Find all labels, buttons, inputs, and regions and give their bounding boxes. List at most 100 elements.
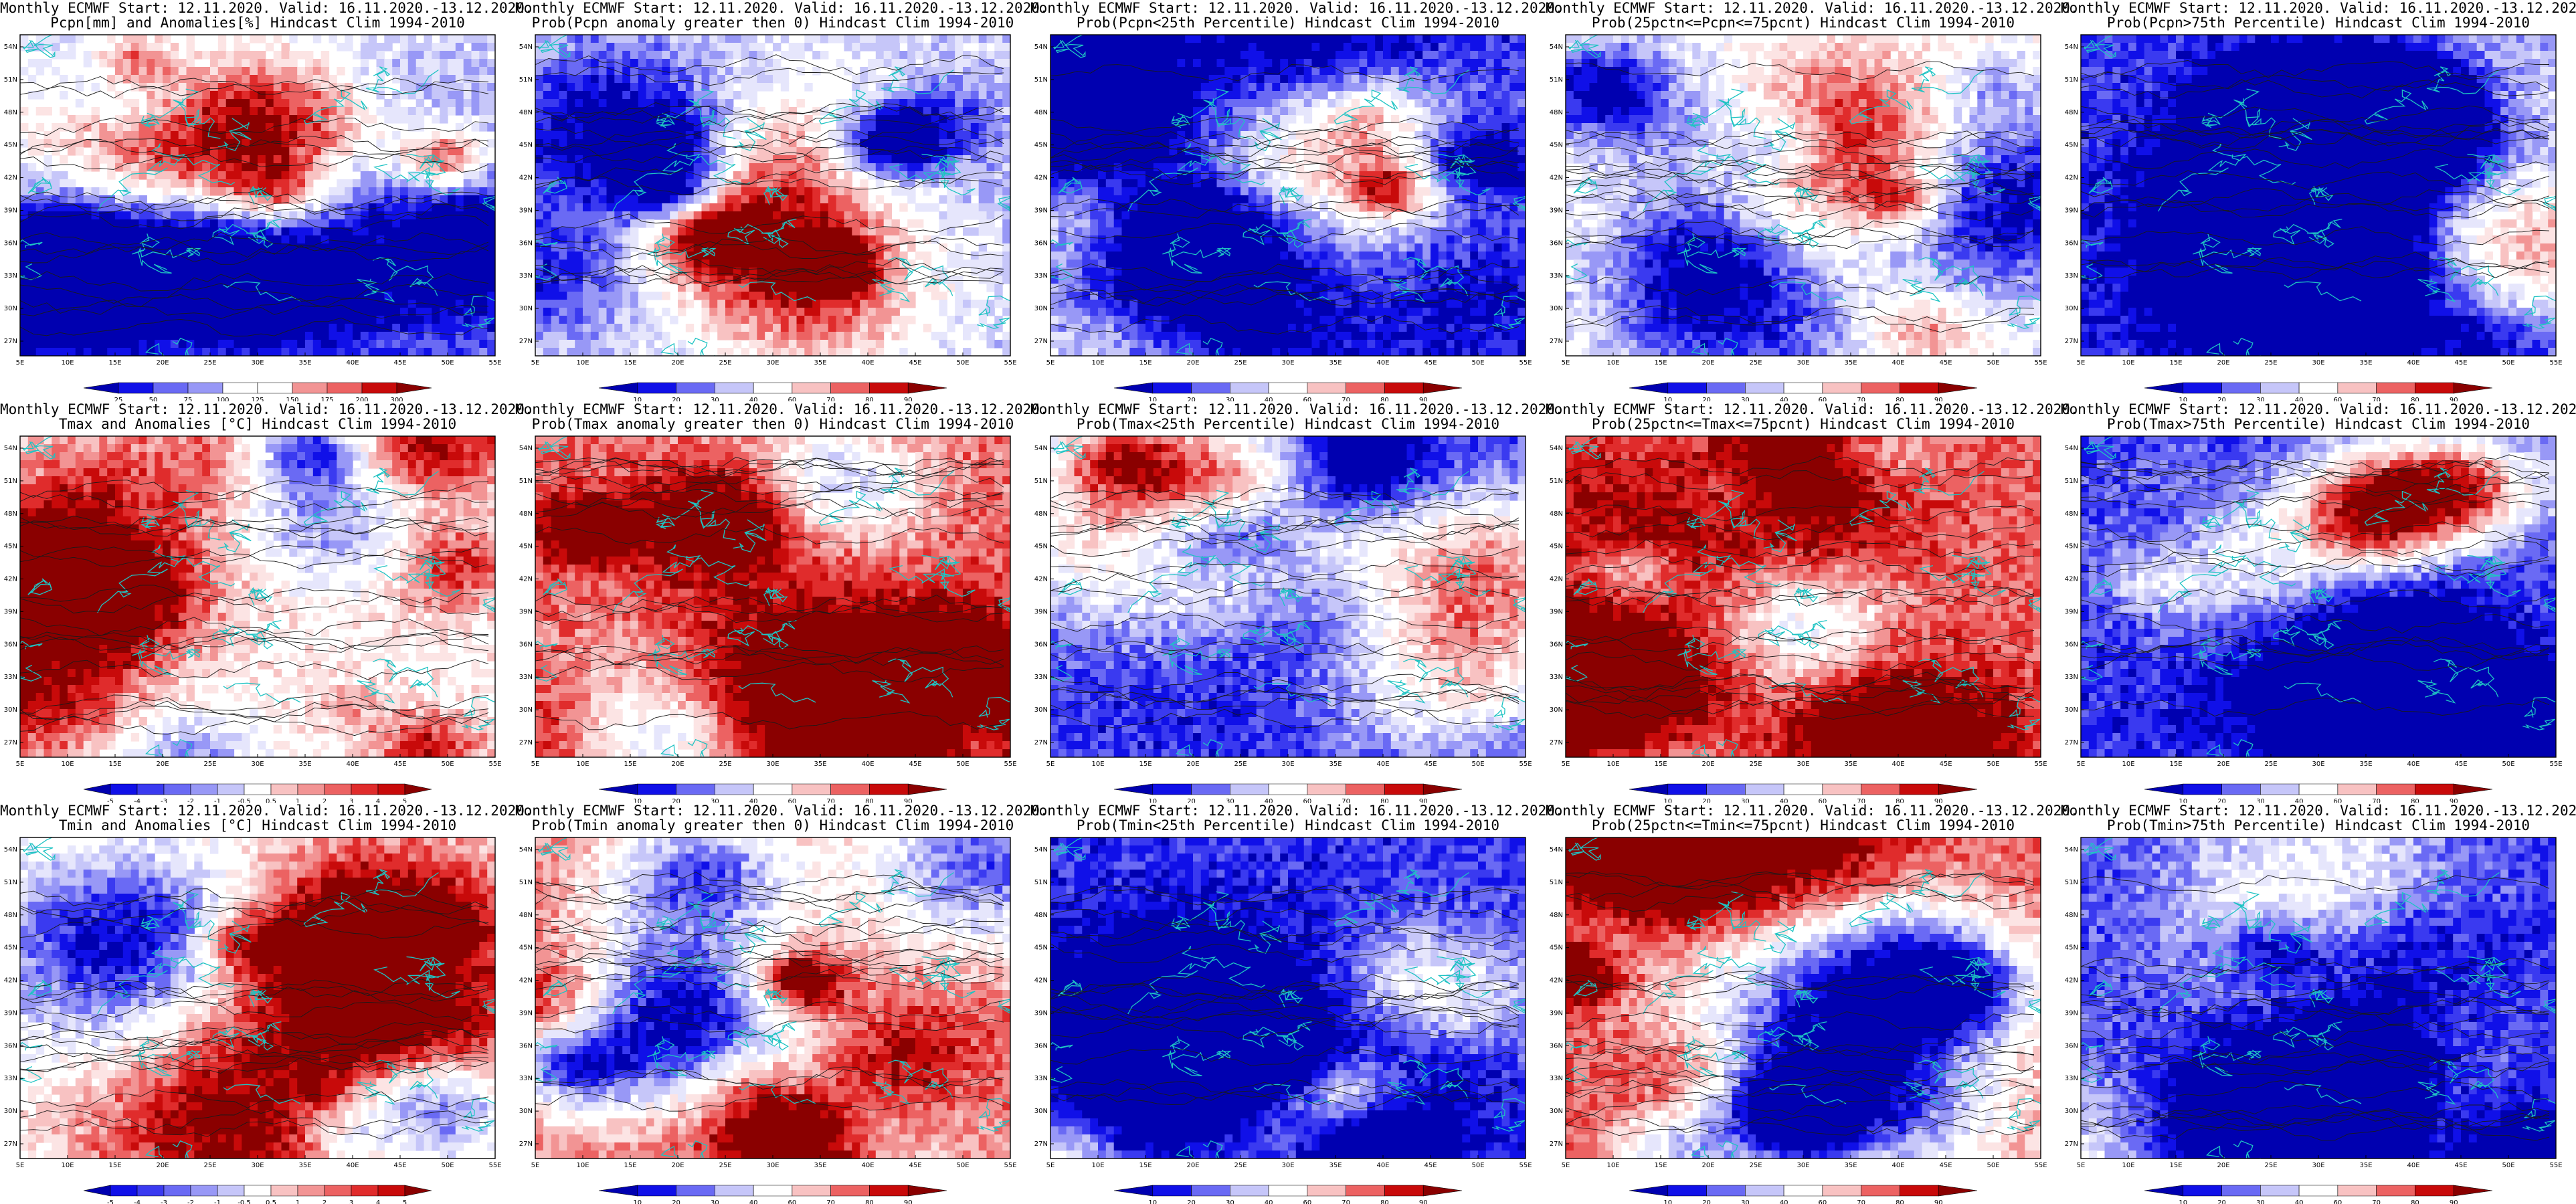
lat-tick-label: 39N xyxy=(1034,207,1048,214)
colorbar-segment xyxy=(2144,783,2184,795)
lon-tick-label: 45E xyxy=(1939,761,1952,768)
lat-tick-label: 36N xyxy=(1550,1042,1563,1049)
lat-tick-label: 30N xyxy=(1550,305,1563,312)
coastline-lines xyxy=(20,436,495,757)
colorbar-segment xyxy=(1938,382,1978,394)
lat-tick-label: 33N xyxy=(4,674,17,681)
colorbar-label: 10 xyxy=(1148,1199,1157,1204)
colorbar-label: 1 xyxy=(296,1199,300,1204)
colorbar-segment xyxy=(1384,382,1424,394)
colorbar-segment xyxy=(869,783,909,795)
colorbar-label: 30 xyxy=(711,397,719,401)
lon-tick-label: 55E xyxy=(2034,359,2047,367)
colorbar-label: 10 xyxy=(1148,397,1157,401)
map-panel: Monthly ECMWF Start: 12.11.2020. Valid: … xyxy=(515,401,1048,803)
colorbar-label: 80 xyxy=(2411,1199,2419,1204)
contour-lines xyxy=(20,480,489,736)
colorbar-label: 10 xyxy=(633,1199,642,1204)
lon-tick-label: 50E xyxy=(2502,761,2514,768)
lat-tick-label: 33N xyxy=(519,674,533,681)
anomaly-field xyxy=(20,436,495,757)
colorbar-segment xyxy=(2453,783,2493,795)
colorbar-label: -1 xyxy=(214,798,221,803)
lat-tick-label: 42N xyxy=(4,977,17,985)
panel-title-line2: Prob(Tmax anomaly greater then 0) Hindca… xyxy=(515,416,1030,432)
lon-tick-label: 45E xyxy=(393,761,406,768)
contour-lines xyxy=(535,54,1004,288)
lat-tick-label: 45N xyxy=(1034,944,1048,952)
anomaly-field xyxy=(535,837,1010,1159)
colorbar-segment xyxy=(2183,783,2222,795)
lat-tick-label: 42N xyxy=(2065,977,2078,985)
colorbar-segment xyxy=(1629,382,1669,394)
lat-tick-label: 39N xyxy=(2065,608,2078,615)
colorbar: 10 20 30 40 60 70 80 90 xyxy=(1113,382,1463,401)
colorbar-segment xyxy=(2376,783,2415,795)
colorbar-label: 40 xyxy=(749,1199,758,1204)
colorbar-segment xyxy=(351,1185,379,1197)
lon-tick-label: 25E xyxy=(719,359,731,367)
colorbar-label: 5 xyxy=(403,1199,407,1204)
lon-tick-label: 35E xyxy=(1329,761,1342,768)
colorbar-segment xyxy=(1230,783,1269,795)
lon-tick-label: 15E xyxy=(1139,1162,1152,1169)
lat-tick-label: 45N xyxy=(4,944,17,952)
lon-tick-label: 20E xyxy=(156,761,169,768)
lon-tick-label: 40E xyxy=(1376,761,1389,768)
panel-title-line1: Monthly ECMWF Start: 12.11.2020. Valid: … xyxy=(0,803,533,819)
lat-tick-label: 54N xyxy=(1034,445,1048,452)
lon-tick-label: 20E xyxy=(2217,359,2229,367)
lon-tick-label: 20E xyxy=(1701,1162,1714,1169)
colorbar-label: -1 xyxy=(214,1199,221,1204)
colorbar-segment xyxy=(1629,1185,1669,1197)
map-panel: Monthly ECMWF Start: 12.11.2020. Valid: … xyxy=(0,803,533,1204)
colorbar-segment xyxy=(1191,783,1230,795)
colorbar-segment xyxy=(153,382,189,394)
colorbar-label: 20 xyxy=(1187,397,1196,401)
colorbar-label: 3 xyxy=(349,1199,353,1204)
colorbar-label: 10 xyxy=(633,397,642,401)
colorbar-segment xyxy=(792,783,831,795)
colorbar-label: 90 xyxy=(904,1199,913,1204)
lat-tick-label: 30N xyxy=(1034,1108,1048,1115)
colorbar-label: 30 xyxy=(711,798,719,803)
map-figure: 27N 30N 33N 36N 39N 42N 45N 48N 51N 54N 5E 10E 15E 20… xyxy=(1034,34,1532,401)
colorbar-label: 20 xyxy=(2217,798,2226,803)
lon-tick-label: 30E xyxy=(1797,1162,1809,1169)
lon-tick-label: 40E xyxy=(1892,1162,1904,1169)
colorbar: 10 20 30 40 60 70 80 90 xyxy=(2144,783,2493,803)
lon-tick-label: 5E xyxy=(531,1162,540,1169)
lat-tick-label: 27N xyxy=(519,1140,533,1148)
colorbar: 10 20 30 40 60 70 80 90 xyxy=(1629,783,1978,803)
lon-tick-label: 40E xyxy=(861,359,874,367)
lon-tick-label: 15E xyxy=(108,761,121,768)
lon-tick-label: 40E xyxy=(2407,1162,2419,1169)
colorbar-label: 100 xyxy=(216,397,229,401)
lat-tick-label: 33N xyxy=(1034,1075,1048,1082)
map-figure: 27N 30N 33N 36N 39N 42N 45N 48N 51N 54N 5E 10E 15E 20… xyxy=(2065,837,2563,1204)
contour-lines xyxy=(2081,60,2550,281)
lat-tick-label: 27N xyxy=(2065,338,2078,345)
map-figure: 27N 30N 33N 36N 39N 42N 45N 48N 51N 54N 5E 10E 15E 20… xyxy=(2065,435,2563,803)
coastline-lines xyxy=(535,35,1010,356)
lon-tick-label: 50E xyxy=(1471,761,1484,768)
lon-tick-label: 15E xyxy=(108,1162,121,1169)
colorbar-segment xyxy=(1113,1185,1154,1197)
lat-tick-label: 39N xyxy=(1550,207,1563,214)
colorbar-segment xyxy=(1900,1185,1939,1197)
colorbar-label: 0.5 xyxy=(266,798,276,803)
lat-tick-label: 48N xyxy=(1034,109,1048,116)
colorbar-segment xyxy=(1938,1185,1978,1197)
colorbar: 10 20 30 40 60 70 80 90 xyxy=(2144,1185,2493,1204)
lat-tick-label: 51N xyxy=(519,76,533,84)
lon-tick-label: 30E xyxy=(251,1162,264,1169)
colorbar-segment xyxy=(1268,783,1308,795)
colorbar-segment xyxy=(1822,382,1861,394)
colorbar-label: 70 xyxy=(1857,397,1865,401)
colorbar-label: 30 xyxy=(1741,1199,1750,1204)
lat-tick-label: 39N xyxy=(4,207,17,214)
lon-tick-label: 35E xyxy=(298,761,311,768)
colorbar-segment xyxy=(1152,382,1192,394)
colorbar-label: 20 xyxy=(1187,1199,1196,1204)
colorbar-label: -4 xyxy=(134,798,141,803)
